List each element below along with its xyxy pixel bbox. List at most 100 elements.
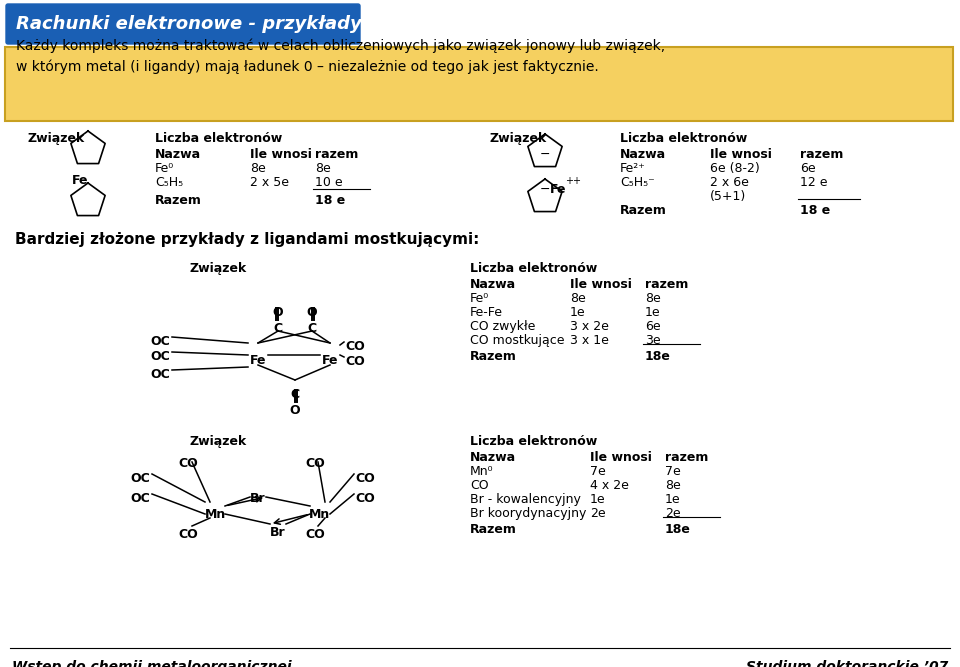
Text: 7e: 7e (665, 465, 681, 478)
Text: Nazwa: Nazwa (470, 451, 516, 464)
Text: 6e: 6e (800, 162, 816, 175)
Text: CO zwykłe: CO zwykłe (470, 320, 536, 333)
Text: 3 x 1e: 3 x 1e (570, 334, 609, 347)
Text: CO: CO (355, 492, 374, 505)
Text: razem: razem (645, 278, 688, 291)
Text: 18e: 18e (665, 523, 691, 536)
Text: Br: Br (270, 526, 286, 540)
Text: Razem: Razem (620, 204, 667, 217)
Text: Razem: Razem (155, 194, 202, 207)
Text: 18e: 18e (645, 350, 671, 363)
Text: Fe²⁺: Fe²⁺ (620, 162, 646, 175)
Text: Fe-Fe: Fe-Fe (470, 306, 503, 319)
Text: Liczba elektronów: Liczba elektronów (470, 435, 597, 448)
Text: OC: OC (131, 492, 150, 505)
Text: Nazwa: Nazwa (470, 278, 516, 291)
Text: 18 e: 18 e (315, 194, 346, 207)
Text: Fe⁰: Fe⁰ (470, 292, 490, 305)
Text: CO: CO (345, 340, 365, 353)
Text: Liczba elektronów: Liczba elektronów (470, 262, 597, 275)
Text: OC: OC (151, 368, 170, 381)
Text: −: − (540, 147, 550, 161)
Text: CO: CO (305, 528, 324, 541)
Text: 8e: 8e (315, 162, 331, 175)
Text: 10 e: 10 e (315, 176, 343, 189)
Text: Fe: Fe (72, 173, 88, 187)
Text: Każdy kompleks można traktować w celach obliczeniowych jako związek jonowy lub z: Każdy kompleks można traktować w celach … (16, 38, 665, 74)
Text: Ile wnosi: Ile wnosi (710, 148, 772, 161)
Text: −: − (540, 183, 550, 195)
Text: Razem: Razem (470, 350, 516, 363)
Text: OC: OC (131, 472, 150, 485)
Text: 3e: 3e (645, 334, 660, 347)
Text: razem: razem (315, 148, 358, 161)
Text: Br koorydynacyjny: Br koorydynacyjny (470, 507, 587, 520)
Text: Związek: Związek (490, 132, 547, 145)
Text: Związek: Związek (28, 132, 85, 145)
Text: O: O (306, 306, 318, 319)
Text: razem: razem (800, 148, 844, 161)
Text: 8e: 8e (250, 162, 266, 175)
Text: 18 e: 18 e (800, 204, 830, 217)
Text: 2 x 5e: 2 x 5e (250, 176, 289, 189)
Text: razem: razem (665, 451, 708, 464)
Text: CO: CO (179, 457, 198, 470)
Text: Nazwa: Nazwa (155, 148, 202, 161)
Text: Fe⁰: Fe⁰ (155, 162, 174, 175)
Text: Związek: Związek (190, 262, 248, 275)
Text: Mn: Mn (309, 508, 330, 522)
Text: Nazwa: Nazwa (620, 148, 666, 161)
Text: O: O (273, 306, 283, 319)
Text: Liczba elektronów: Liczba elektronów (620, 132, 747, 145)
Text: O: O (290, 404, 300, 417)
Text: 8e: 8e (665, 479, 681, 492)
Text: C₅H₅⁻: C₅H₅⁻ (620, 176, 655, 189)
Text: Mn: Mn (204, 508, 226, 522)
Text: Wstęp do chemii metaloorganicznej: Wstęp do chemii metaloorganicznej (12, 660, 292, 667)
Text: OC: OC (151, 350, 170, 363)
Text: CO: CO (345, 355, 365, 368)
Text: C: C (291, 388, 300, 401)
Text: Ile wnosi: Ile wnosi (250, 148, 312, 161)
Text: (5+1): (5+1) (710, 190, 746, 203)
Text: Rachunki elektronowe - przykłady:: Rachunki elektronowe - przykłady: (16, 15, 369, 33)
Text: Studium doktoranckie ’07: Studium doktoranckie ’07 (746, 660, 948, 667)
FancyBboxPatch shape (6, 4, 360, 44)
Text: 1e: 1e (665, 493, 681, 506)
Text: C: C (274, 322, 282, 335)
FancyBboxPatch shape (5, 47, 953, 121)
Text: Fe: Fe (250, 354, 266, 366)
Text: C₅H₅: C₅H₅ (155, 176, 183, 189)
Text: Mn⁰: Mn⁰ (470, 465, 493, 478)
Text: 2e: 2e (665, 507, 681, 520)
Text: CO: CO (470, 479, 489, 492)
Text: Ile wnosi: Ile wnosi (590, 451, 652, 464)
Text: Br - kowalencyjny: Br - kowalencyjny (470, 493, 581, 506)
Text: Związek: Związek (190, 435, 248, 448)
Text: 8e: 8e (645, 292, 660, 305)
Text: CO: CO (305, 457, 324, 470)
Text: Bardziej złożone przykłady z ligandami mostkującymi:: Bardziej złożone przykłady z ligandami m… (15, 232, 479, 247)
Text: 12 e: 12 e (800, 176, 828, 189)
Text: 1e: 1e (570, 306, 586, 319)
Text: 7e: 7e (590, 465, 606, 478)
Text: 8e: 8e (570, 292, 586, 305)
Text: 4 x 2e: 4 x 2e (590, 479, 629, 492)
Text: 1e: 1e (590, 493, 606, 506)
Text: 3 x 2e: 3 x 2e (570, 320, 609, 333)
Text: 6e (8-2): 6e (8-2) (710, 162, 759, 175)
Text: OC: OC (151, 335, 170, 348)
Text: Liczba elektronów: Liczba elektronów (155, 132, 282, 145)
Text: 1e: 1e (645, 306, 660, 319)
Text: ++: ++ (565, 176, 581, 186)
Text: 2e: 2e (590, 507, 606, 520)
Text: CO: CO (355, 472, 374, 485)
Text: CO mostkujące: CO mostkujące (470, 334, 564, 347)
Text: 2 x 6e: 2 x 6e (710, 176, 749, 189)
Text: 6e: 6e (645, 320, 660, 333)
Text: C: C (307, 322, 317, 335)
Text: Ile wnosi: Ile wnosi (570, 278, 632, 291)
Text: CO: CO (179, 528, 198, 541)
Text: Fe: Fe (550, 183, 566, 196)
Text: Fe: Fe (322, 354, 338, 366)
